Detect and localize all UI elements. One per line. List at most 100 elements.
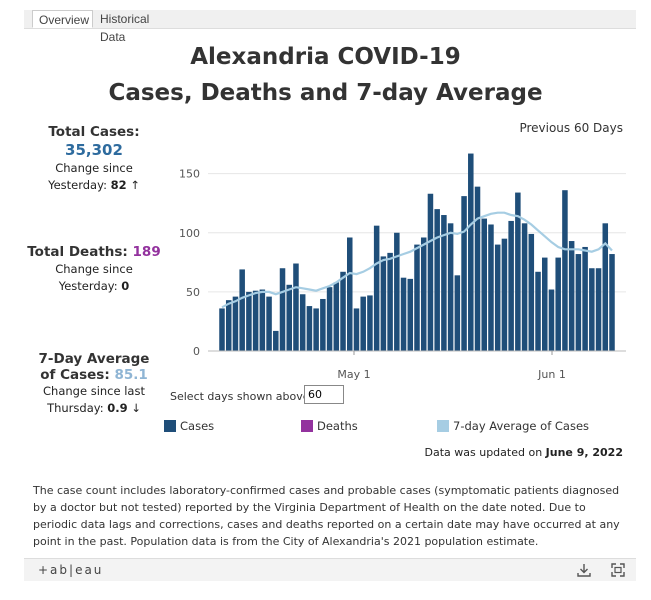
tableau-logo[interactable]: +ab|eau <box>38 563 103 577</box>
case-bar <box>347 237 353 351</box>
y-tick-label: 50 <box>186 286 200 299</box>
case-bar <box>508 220 514 351</box>
page-title-line2: Cases, Deaths and 7-day Average <box>108 80 543 106</box>
average-line <box>221 211 613 309</box>
case-bar <box>535 271 541 351</box>
x-tick-label: May 1 <box>337 368 370 381</box>
case-bar <box>548 289 555 351</box>
case-bar <box>299 294 306 351</box>
case-bar <box>494 244 501 351</box>
legend-cases-swatch <box>164 420 176 432</box>
cases-chart: 0 50 100 150 May 1 Jun 1 <box>179 153 626 381</box>
case-bar <box>279 268 286 351</box>
case-bar <box>320 298 326 351</box>
total-deaths-value: 189 <box>132 244 161 260</box>
tableau-footer: +ab|eau <box>24 558 636 581</box>
total-deaths-label: Total Deaths: <box>27 244 133 260</box>
updated-note: Data was updated on June 9, 2022 <box>425 446 624 459</box>
case-bar <box>562 190 568 351</box>
case-bar <box>286 284 292 351</box>
case-bar <box>333 282 340 351</box>
legend-deaths-swatch <box>301 420 313 432</box>
case-bar <box>380 256 387 351</box>
total-deaths-block: Total Deaths: 189 Change since Yesterday… <box>20 244 168 295</box>
case-bar <box>434 209 440 351</box>
case-bar <box>246 291 252 351</box>
case-bar <box>602 223 609 351</box>
days-selector: Select days shown above: <box>170 385 344 404</box>
case-bar <box>420 237 427 351</box>
case-bar <box>400 277 407 351</box>
total-cases-change-line2: Yesterday: 82 ↑ <box>30 177 158 194</box>
case-bar <box>488 224 494 351</box>
case-bar <box>441 215 447 351</box>
updated-prefix: Data was updated on <box>424 446 546 459</box>
case-bar <box>528 233 535 351</box>
arrow-down-icon: ↓ <box>131 401 141 415</box>
tab-overview[interactable]: Overview <box>32 10 93 28</box>
case-bar <box>360 296 366 351</box>
tableau-logo-text: +ab|eau <box>38 563 104 577</box>
page-title-line1: Alexandria COVID-19 <box>190 44 461 70</box>
case-bar <box>447 223 454 351</box>
total-cases-change-prefix: Yesterday: <box>48 178 111 192</box>
case-bar <box>232 296 239 351</box>
total-cases-block: Total Cases: 35,302 Change since Yesterd… <box>30 124 158 194</box>
period-label: Previous 60 Days <box>519 121 623 135</box>
case-bar <box>589 268 595 351</box>
case-bar <box>515 192 521 351</box>
total-cases-change-value: 82 <box>110 178 127 192</box>
case-bar <box>582 246 588 351</box>
case-bar <box>225 300 232 351</box>
case-bar <box>427 193 434 351</box>
case-bar <box>273 330 279 351</box>
tab-historical-data[interactable]: Historical Data <box>100 12 150 44</box>
case-bar <box>407 278 414 351</box>
avg-cases-change-line2: Thursday: 0.9 ↓ <box>30 400 158 417</box>
total-deaths-change-line1: Change since <box>55 262 133 276</box>
legend-cases-label: Cases <box>180 419 215 433</box>
case-bar <box>468 153 474 351</box>
case-bar <box>394 232 400 351</box>
case-bar <box>609 254 615 351</box>
case-bar <box>313 308 319 351</box>
download-icon[interactable] <box>575 561 593 579</box>
case-bar <box>555 257 561 351</box>
case-bar <box>353 308 360 351</box>
total-deaths-change-value: 0 <box>121 279 130 293</box>
y-tick-label: 150 <box>179 168 200 181</box>
case-bar <box>575 254 582 351</box>
updated-date: June 9, 2022 <box>545 446 623 459</box>
days-selector-label: Select days shown above: <box>170 390 314 403</box>
legend-average-label: 7-day Average of Cases <box>453 419 590 433</box>
case-bar <box>542 257 548 351</box>
case-bar <box>501 238 508 351</box>
avg-cases-change-value: 0.9 <box>107 401 128 415</box>
fullscreen-icon[interactable] <box>609 561 627 579</box>
case-bar <box>219 308 225 351</box>
avg-cases-block: 7-Day Average of Cases: 85.1 Change sinc… <box>30 351 158 417</box>
case-bar <box>595 268 602 351</box>
case-bar <box>340 271 346 351</box>
case-bar <box>266 296 272 351</box>
case-bar <box>461 196 467 351</box>
case-bar <box>387 252 393 351</box>
avg-cases-change-line1: Change since last <box>43 384 145 398</box>
avg-cases-change-prefix: Thursday: <box>47 401 108 415</box>
y-tick-label: 0 <box>193 345 200 358</box>
total-deaths-change-line2: Yesterday: 0 <box>20 278 168 295</box>
avg-cases-value: 85.1 <box>114 367 148 383</box>
days-input[interactable] <box>304 385 344 404</box>
case-bar <box>474 186 481 351</box>
avg-cases-label-line2: of Cases: <box>40 367 115 383</box>
case-bar <box>521 223 528 351</box>
arrow-up-icon: ↑ <box>130 178 140 192</box>
case-bar <box>326 287 333 351</box>
legend-deaths-label: Deaths <box>317 419 358 433</box>
total-cases-value: 35,302 <box>65 141 123 159</box>
case-bar <box>481 218 487 351</box>
case-bar <box>239 269 245 351</box>
avg-cases-label-line1: 7-Day Average <box>38 351 150 367</box>
x-tick-label: Jun 1 <box>537 368 566 381</box>
total-deaths-change-prefix: Yesterday: <box>58 279 122 293</box>
